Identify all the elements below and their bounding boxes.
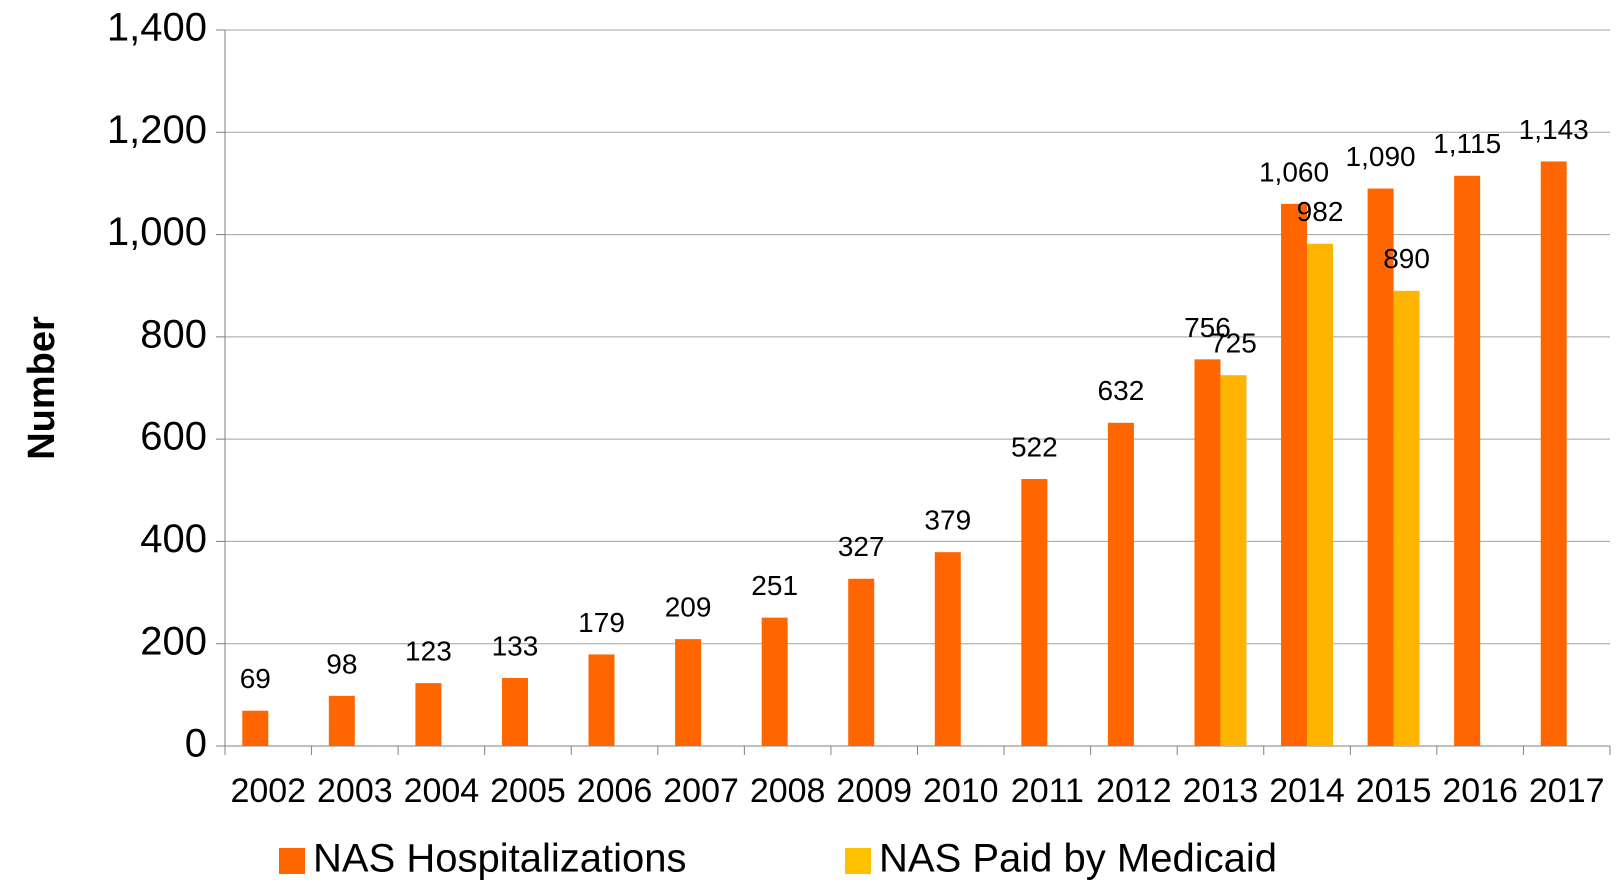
value-label: 69 <box>240 663 271 694</box>
value-label: 379 <box>924 505 971 536</box>
legend-label: NAS Hospitalizations <box>313 837 687 881</box>
value-label: 1,115 <box>1433 128 1501 159</box>
value-label: 98 <box>326 648 357 679</box>
value-label: 251 <box>751 570 798 601</box>
value-label: 890 <box>1383 243 1430 274</box>
bar <box>1194 359 1221 746</box>
bar <box>242 710 269 746</box>
x-tick-label: 2010 <box>923 772 999 810</box>
bar <box>1367 188 1394 747</box>
x-tick-label: 2002 <box>230 772 306 810</box>
bar <box>328 695 355 746</box>
y-tick-label: 800 <box>140 312 207 356</box>
y-tick-label: 1,400 <box>107 6 207 50</box>
bar <box>675 639 702 746</box>
bar <box>501 677 528 746</box>
x-tick-label: 2005 <box>490 772 566 810</box>
x-tick-label: 2012 <box>1096 772 1172 810</box>
value-label: 725 <box>1210 328 1257 359</box>
y-tick-label: 200 <box>140 619 207 663</box>
bar <box>1454 175 1481 746</box>
legend-swatch <box>279 848 305 874</box>
x-tick-label: 2014 <box>1269 772 1345 810</box>
bar <box>761 617 788 746</box>
x-tick-label: 2004 <box>404 772 480 810</box>
x-tick-label: 2009 <box>836 772 912 810</box>
value-label: 179 <box>578 607 625 638</box>
value-label: 133 <box>492 630 539 661</box>
bar <box>1540 161 1567 747</box>
bar <box>1281 203 1308 746</box>
legend-label: NAS Paid by Medicaid <box>879 837 1277 881</box>
value-label: 756 <box>1184 312 1231 343</box>
value-label: 982 <box>1297 196 1344 227</box>
value-label: 1,090 <box>1346 141 1416 172</box>
bar <box>1220 375 1247 746</box>
value-label: 1,143 <box>1519 114 1589 145</box>
value-label: 209 <box>665 592 712 623</box>
y-axis-title: Number <box>21 316 63 460</box>
x-tick-label: 2011 <box>1011 772 1084 810</box>
x-tick-label: 2016 <box>1442 772 1518 810</box>
bar <box>588 654 615 746</box>
value-label: 522 <box>1011 431 1058 462</box>
x-tick-label: 2007 <box>663 772 739 810</box>
value-label: 632 <box>1098 375 1145 406</box>
y-tick-label: 600 <box>140 415 207 459</box>
bar <box>415 683 442 746</box>
y-tick-label: 400 <box>140 517 207 561</box>
x-tick-label: 2017 <box>1529 772 1605 810</box>
bar <box>1307 243 1334 746</box>
x-tick-label: 2015 <box>1356 772 1432 810</box>
y-tick-label: 1,200 <box>107 108 207 152</box>
legend-swatch <box>845 848 871 874</box>
x-tick-label: 2003 <box>317 772 393 810</box>
value-label: 327 <box>838 531 885 562</box>
bar <box>1021 479 1048 746</box>
bar <box>1393 290 1420 746</box>
value-label: 1,060 <box>1259 156 1329 187</box>
value-label: 123 <box>405 635 452 666</box>
bar <box>848 578 875 746</box>
x-tick-label: 2008 <box>750 772 826 810</box>
bar <box>1107 422 1134 746</box>
x-tick-label: 2013 <box>1183 772 1259 810</box>
y-tick-label: 1,000 <box>107 210 207 254</box>
x-tick-label: 2006 <box>577 772 653 810</box>
y-tick-label: 0 <box>185 722 207 766</box>
bar <box>934 552 961 746</box>
